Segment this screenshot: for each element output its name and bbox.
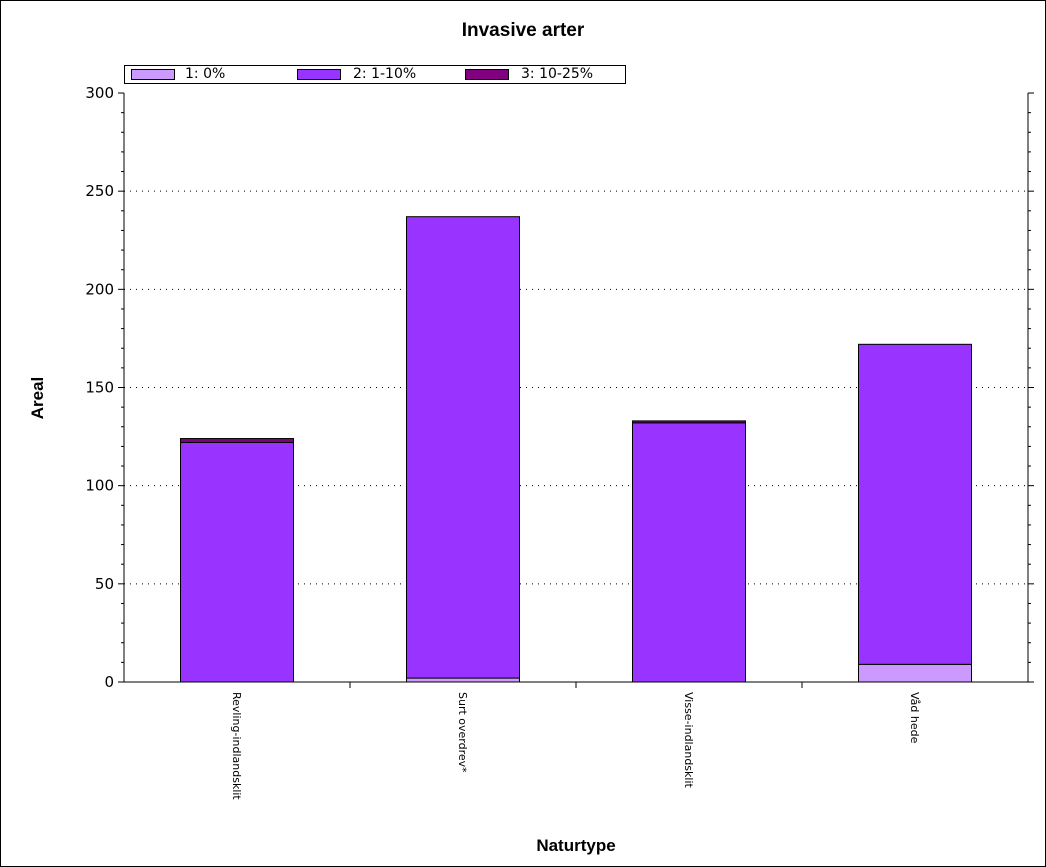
legend-label-2: 2: 1-10%	[353, 66, 417, 82]
category-label: Visse-indlandsklit	[682, 692, 695, 789]
y-tick-label: 150	[85, 379, 114, 397]
y-tick-label: 100	[85, 477, 114, 495]
y-tick-label: 200	[85, 280, 114, 298]
y-tick-label: 50	[95, 575, 114, 593]
legend-swatch-1	[131, 69, 175, 80]
bar-1-4	[858, 663, 972, 683]
legend: 1: 0% 2: 1-10% 3: 10-25%	[124, 65, 626, 84]
x-axis-label: Naturtype	[536, 836, 616, 855]
bar-3-1	[180, 438, 294, 443]
bar-2-2	[406, 216, 520, 679]
category-label: Surt overdrev*	[456, 692, 469, 773]
bar-2-4	[858, 343, 972, 665]
legend-swatch-2	[297, 69, 341, 80]
category-label: Revling-indlandsklit	[230, 692, 243, 800]
bar-3-3	[632, 420, 746, 424]
bar-1-2	[406, 677, 520, 683]
category-label: Våd hede	[908, 692, 921, 744]
y-tick-label: 250	[85, 182, 114, 200]
y-tick-label: 0	[104, 673, 114, 691]
legend-label-3: 3: 10-25%	[521, 66, 594, 82]
legend-label-1: 1: 0%	[185, 66, 226, 82]
bar-2-3	[632, 422, 746, 683]
chart-title: Invasive arter	[461, 20, 585, 41]
legend-swatch-3	[465, 69, 509, 80]
y-tick-label: 300	[85, 84, 114, 102]
bar-2-1	[180, 441, 294, 683]
